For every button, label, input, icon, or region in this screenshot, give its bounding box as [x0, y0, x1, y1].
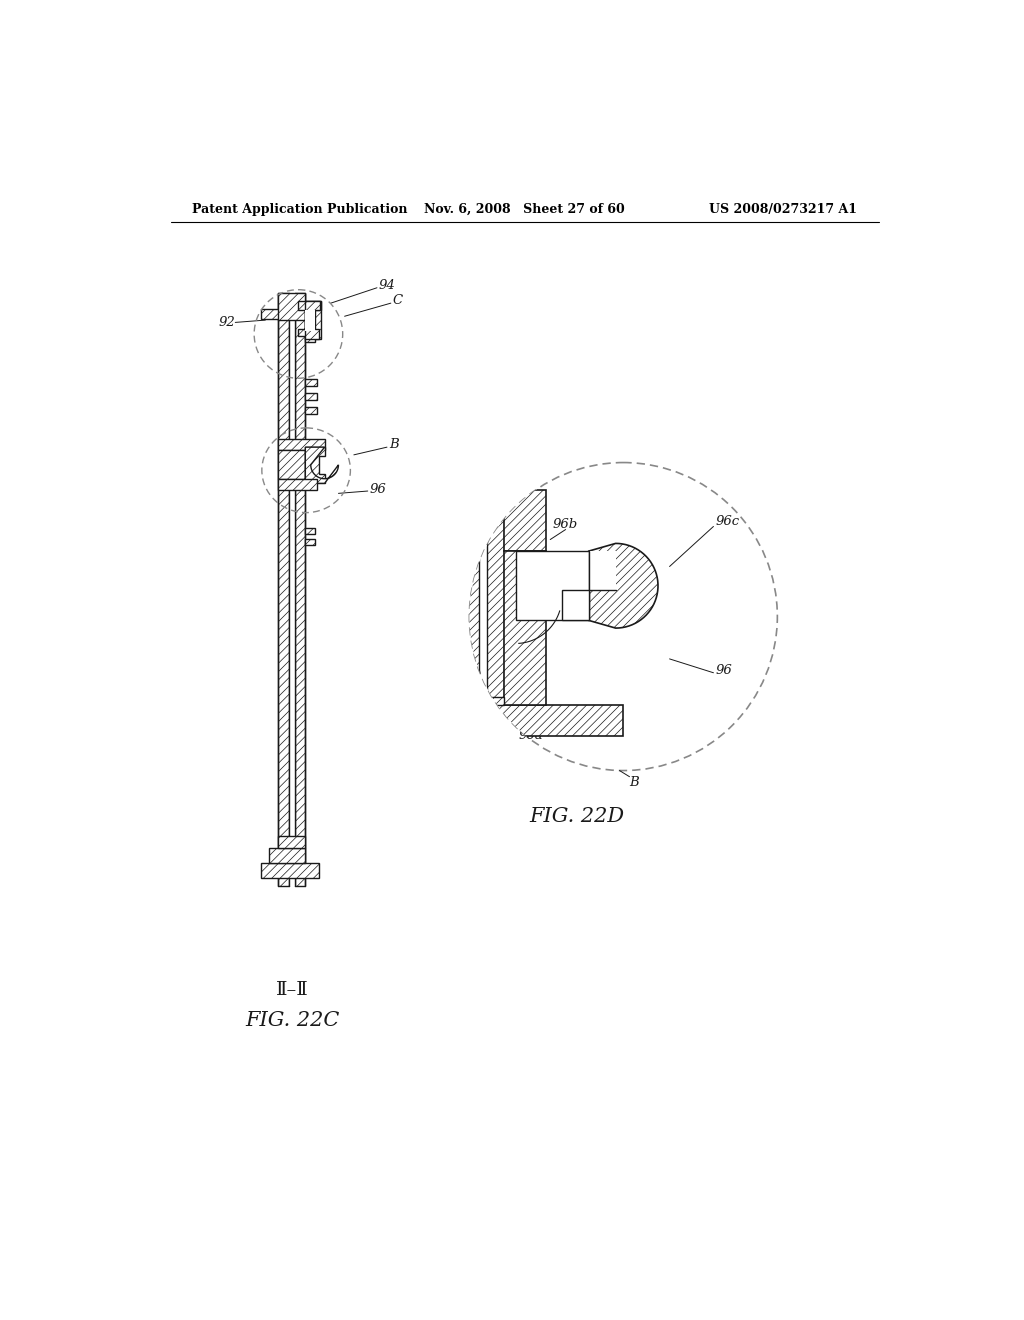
Text: FIG. 22D: FIG. 22D: [529, 808, 625, 826]
Text: Ⅱ–Ⅱ: Ⅱ–Ⅱ: [275, 981, 308, 999]
Bar: [504, 490, 547, 552]
Bar: [515, 552, 589, 620]
Bar: [279, 836, 305, 847]
Bar: [305, 310, 314, 331]
Text: 94: 94: [379, 279, 395, 292]
Bar: [305, 379, 316, 387]
Polygon shape: [305, 447, 339, 483]
Bar: [305, 528, 314, 535]
Bar: [487, 697, 504, 705]
Text: Nov. 6, 2008  Sheet 27 of 60: Nov. 6, 2008 Sheet 27 of 60: [424, 203, 626, 216]
Bar: [279, 293, 289, 886]
Bar: [487, 490, 504, 767]
Bar: [289, 293, 295, 886]
Text: B: B: [630, 776, 639, 788]
Text: 96a: 96a: [518, 730, 544, 742]
Polygon shape: [305, 447, 325, 483]
Polygon shape: [589, 544, 658, 628]
Bar: [261, 309, 307, 319]
Bar: [279, 450, 305, 479]
Bar: [298, 301, 321, 310]
Text: 96: 96: [370, 483, 386, 496]
Bar: [261, 863, 319, 878]
Bar: [298, 329, 312, 337]
Bar: [305, 393, 316, 400]
Bar: [279, 479, 316, 490]
Text: FIG. 22C: FIG. 22C: [245, 1011, 339, 1031]
Bar: [305, 539, 314, 545]
Bar: [305, 337, 314, 342]
Text: US 2008/0273217 A1: US 2008/0273217 A1: [710, 203, 857, 216]
Polygon shape: [305, 301, 319, 339]
Bar: [279, 440, 325, 450]
Text: C: C: [392, 294, 402, 308]
Text: 96: 96: [716, 664, 732, 677]
Bar: [269, 847, 305, 863]
Bar: [462, 490, 478, 767]
Text: 92: 92: [218, 315, 236, 329]
Text: 96c: 96c: [716, 515, 740, 528]
Text: Patent Application Publication: Patent Application Publication: [193, 203, 408, 216]
Text: 96b: 96b: [553, 517, 579, 531]
Bar: [589, 552, 615, 590]
Bar: [462, 705, 624, 737]
Text: B: B: [389, 438, 399, 451]
Bar: [481, 490, 487, 767]
Bar: [305, 407, 316, 414]
Bar: [295, 293, 305, 886]
Bar: [562, 590, 589, 620]
Bar: [279, 293, 305, 321]
Bar: [504, 552, 547, 705]
Circle shape: [469, 462, 777, 771]
Bar: [305, 301, 321, 339]
